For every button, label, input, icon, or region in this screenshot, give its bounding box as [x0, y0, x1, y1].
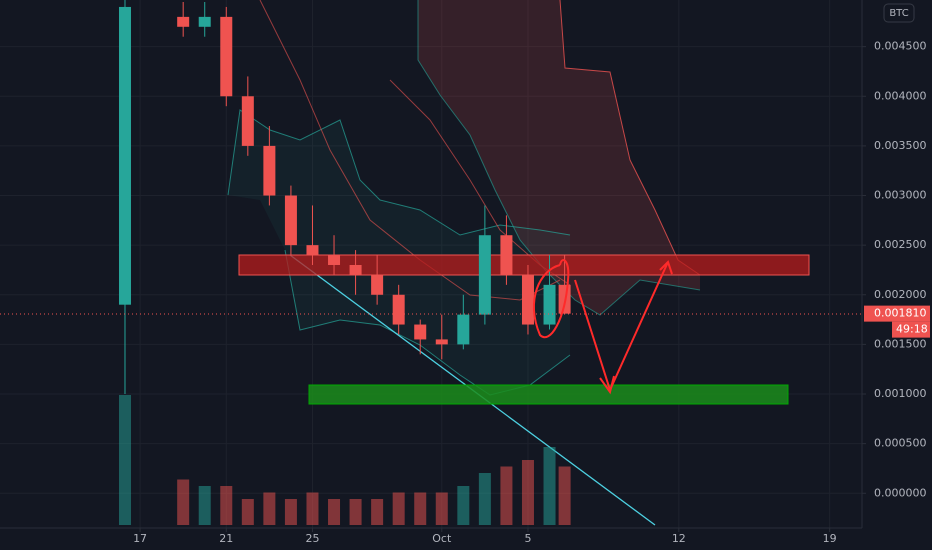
volume-bar [521, 460, 534, 525]
last-price-label: 0.001810 [874, 307, 927, 320]
candle-body [457, 314, 470, 345]
volume-bar [371, 499, 384, 525]
candle-body [349, 264, 362, 275]
volume-bar [220, 486, 233, 525]
y-tick-label: 0.000000 [874, 486, 927, 499]
last-price-badge [864, 305, 930, 322]
currency: BTC [889, 8, 908, 19]
candles [118, 0, 571, 525]
candle-body [478, 235, 491, 315]
volume-bar [198, 486, 211, 525]
countdown-label: 49:18 [896, 323, 928, 336]
x-tick-label: 5 [524, 532, 531, 545]
axes: 0.000000 0.000500 0.001000 0.001500 0.002000… [133, 40, 930, 545]
candle-body [328, 255, 341, 265]
volume-bar [328, 499, 341, 525]
y-tick-label: 0.001000 [874, 387, 927, 400]
candle-body [392, 294, 405, 325]
y-tick-label: 0.004000 [874, 89, 927, 102]
pattern-drawing [532, 259, 570, 338]
y-tick-label: 0.002000 [874, 288, 927, 301]
candle-body [414, 324, 427, 340]
moving-average [259, 0, 561, 301]
volume-bar [457, 486, 470, 525]
x-tick-label: Oct [432, 532, 452, 545]
candle-body [543, 284, 556, 325]
volume-bar [349, 499, 362, 525]
volume-bar [435, 492, 448, 525]
volume-bar [263, 492, 276, 525]
volume-bar [392, 492, 405, 525]
currency-badge [883, 3, 915, 23]
candle-body [284, 195, 297, 246]
volume-bar [478, 473, 491, 525]
volume-bar [414, 492, 427, 525]
candle-body [241, 96, 254, 146]
candle-body [263, 145, 276, 196]
y-tick-label: 0.003000 [874, 189, 927, 202]
candle-body [220, 16, 233, 97]
candle-body [435, 339, 448, 345]
volume-bar [558, 466, 571, 525]
countdown-badge [892, 321, 930, 338]
arrow-head [599, 260, 673, 395]
candle-body [371, 274, 384, 295]
resistance-zone [238, 254, 810, 276]
y-tick-label: 0.004500 [874, 40, 927, 53]
x-tick-label: 19 [823, 532, 837, 545]
y-tick-label: 0.001500 [874, 337, 927, 350]
candle-body [198, 16, 211, 27]
volume-bar [118, 395, 131, 525]
ichimoku-cloud [418, 0, 700, 315]
x-tick-label: 21 [219, 532, 233, 545]
volume-bar [241, 499, 254, 525]
candle-body [500, 235, 513, 275]
volume-bar [306, 492, 319, 525]
candle-body [118, 6, 131, 305]
y-tick-label: 0.000500 [874, 437, 927, 450]
y-tick-label: 0.003500 [874, 139, 927, 152]
y-tick-label: 0.002500 [874, 238, 927, 251]
volume-bar [177, 479, 190, 525]
candle-body [306, 245, 319, 256]
x-tick-label: 17 [133, 532, 147, 545]
x-tick-label: 12 [672, 532, 686, 545]
candle-body [177, 16, 190, 27]
volume-bar [543, 447, 556, 525]
volume-bar [500, 466, 513, 525]
volume-bar [284, 499, 297, 525]
cloud-edge [417, 0, 701, 316]
support-zone [308, 384, 789, 405]
x-tick-label: 25 [305, 532, 319, 545]
candle-body [521, 274, 534, 325]
